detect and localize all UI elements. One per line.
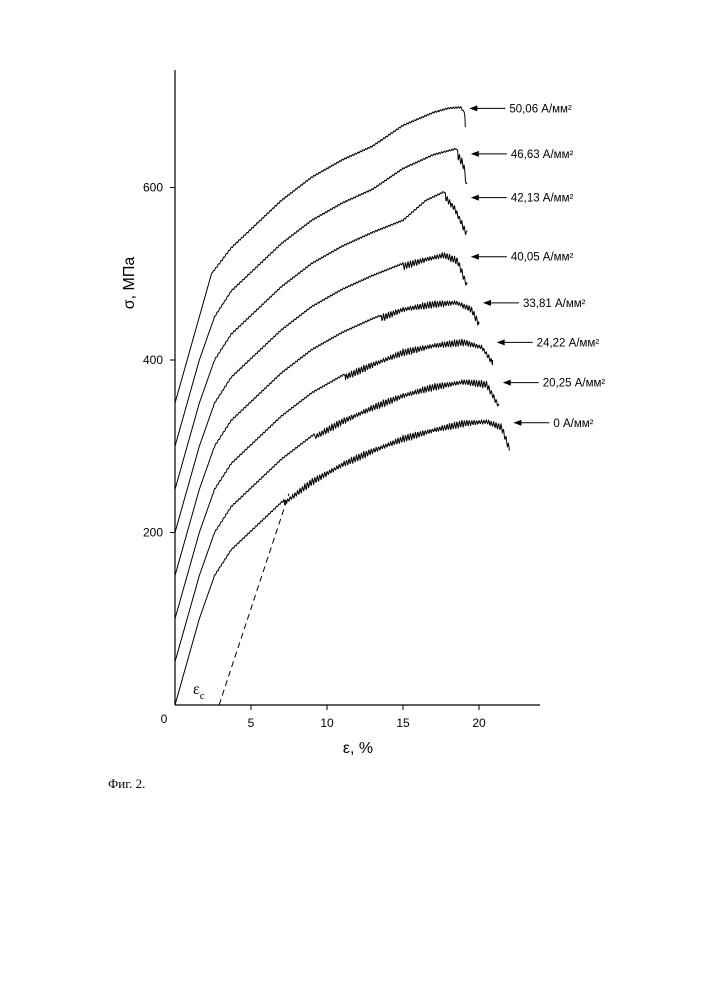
series-label: 46,63 А/мм²: [511, 149, 574, 161]
critical-strain-label: εс: [193, 681, 205, 702]
x-axis-label: ε, %: [343, 740, 373, 757]
stress-strain-curve: [175, 253, 467, 533]
stress-strain-curve: [175, 339, 493, 619]
series-label: 40,05 А/мм²: [511, 252, 574, 264]
series-labels: 0 А/мм² 20,25 А/мм² 24,22 А/мм² 33,81 А/мм²…: [469, 103, 605, 429]
series-label: 50,06 А/мм²: [509, 103, 572, 115]
stress-strain-curve: [175, 107, 465, 403]
label-arrow-head: [471, 254, 479, 260]
x-tick-label: 10: [320, 716, 334, 730]
y-tick-label: 600: [143, 181, 163, 195]
y-tick-label: 400: [143, 353, 163, 367]
series-label: 0 А/мм²: [553, 418, 593, 430]
label-arrow-head: [513, 420, 521, 426]
axes: 5 10 15 20 200 400 600: [143, 70, 540, 730]
label-arrow-head: [471, 151, 479, 157]
label-arrow-head: [497, 339, 505, 345]
critical-strain-subscript: с: [200, 690, 205, 702]
critical-strain-dashed-line: [219, 494, 289, 705]
series-label: 33,81 А/мм²: [523, 298, 586, 310]
label-arrow-head: [471, 195, 479, 201]
stress-strain-curve: [175, 380, 499, 662]
series-label: 42,13 А/мм²: [511, 193, 574, 205]
origin-label: 0: [161, 712, 168, 726]
x-tick-label: 15: [396, 716, 410, 730]
label-arrow-head: [503, 380, 511, 386]
figure-caption: Фиг. 2.: [108, 776, 145, 792]
y-tick-label: 200: [143, 526, 163, 540]
curves: [175, 107, 509, 705]
stress-strain-curve: [175, 192, 467, 490]
label-arrow-head: [483, 300, 491, 306]
stress-strain-curve: [175, 301, 479, 576]
x-tick-label: 20: [472, 716, 486, 730]
series-label: 24,22 А/мм²: [537, 337, 600, 349]
stress-strain-curve: [175, 420, 509, 705]
x-tick-label: 5: [248, 716, 255, 730]
label-arrow-head: [469, 105, 477, 111]
stress-strain-curve: [175, 148, 467, 446]
series-label: 20,25 А/мм²: [543, 378, 606, 390]
y-axis-label: σ, МПа: [121, 257, 138, 310]
